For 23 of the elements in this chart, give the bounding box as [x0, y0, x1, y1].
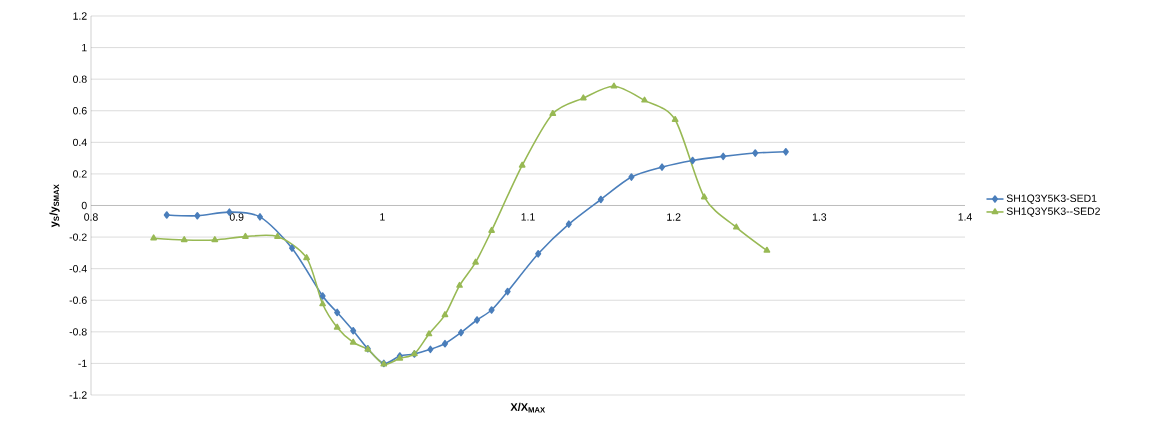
x-axis-title: X/X$_{MAX}$ [510, 402, 546, 413]
x-tick-label: 1.4 [958, 213, 972, 221]
y-tick-label: 0 [81, 201, 87, 210]
y-axis-title: y$_{S}$/y$_{SMAX}$ [49, 184, 60, 228]
x-tick-label: 1.3 [812, 213, 827, 221]
x-tick-label: 1.2 [667, 213, 681, 221]
legend-label: SH1Q3Y5K3--SED2 [1006, 207, 1100, 217]
y-tick-label: 0.2 [73, 170, 87, 178]
y-tick-label: 1.2 [73, 12, 87, 20]
y-tick-label: 1 [82, 43, 87, 52]
y-tick-label: -0.2 [69, 233, 87, 241]
y-tick-label: 0.8 [73, 75, 87, 83]
x-tick-label: 0.9 [229, 213, 244, 221]
y-tick-label: 0.6 [73, 107, 87, 115]
y-tick-label: -0.8 [69, 328, 87, 336]
x-tick-label: 1.1 [521, 213, 535, 221]
y-tick-label: -0.4 [69, 264, 87, 273]
y-tick-label: -0.6 [69, 296, 87, 304]
legend-label: SH1Q3Y5K3-SED1 [1006, 194, 1097, 204]
y-tick-label: -1.2 [69, 391, 87, 399]
y-tick-label: 0.4 [73, 138, 87, 147]
x-tick-label: 1 [380, 213, 385, 221]
y-tick-label: -1 [78, 359, 87, 368]
